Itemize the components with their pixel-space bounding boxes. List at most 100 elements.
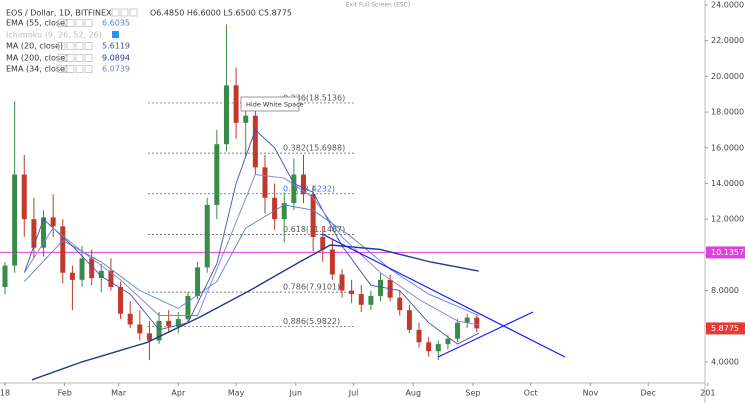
legend-value: 6.6035 — [102, 19, 130, 28]
candle-body — [464, 317, 470, 323]
candle-body — [397, 297, 403, 311]
candle-body — [455, 322, 461, 339]
fib-label: 0.786(7.9101) — [283, 283, 340, 292]
legend-icon — [84, 54, 93, 62]
legend: Ichimoku (9, 26, 52, 26) EMA (55, close) 6… — [6, 19, 130, 74]
price-tag — [706, 246, 745, 259]
legend-icon — [75, 65, 84, 73]
candle-body — [89, 258, 95, 279]
candle-body — [185, 295, 191, 320]
fib-label: 0.382(15.6988) — [283, 144, 345, 153]
candle-body — [31, 219, 37, 248]
legend-icon — [66, 42, 75, 50]
candle-body — [108, 270, 114, 287]
x-tick-label: Sep — [465, 389, 480, 398]
legend-icon — [66, 19, 75, 27]
candle-body — [175, 319, 181, 327]
candle-body — [426, 342, 432, 352]
y-tick-label: 24.0000 — [711, 0, 744, 9]
candle-body — [12, 174, 18, 266]
legend-icon — [84, 65, 93, 73]
candle-body — [69, 272, 75, 280]
candle-body — [195, 267, 201, 296]
candle-body — [320, 237, 326, 250]
title-icons — [111, 8, 138, 17]
candle-body — [50, 217, 56, 227]
candle-body — [416, 329, 422, 343]
candle-body — [79, 258, 85, 280]
candle-body — [127, 313, 133, 325]
fib-label: 0.886(5.9822) — [283, 317, 340, 326]
legend-label: EMA (55, close) — [6, 19, 68, 28]
x-tick-label: Aug — [405, 389, 421, 398]
trend-line — [321, 233, 566, 358]
legend-icon — [57, 54, 66, 62]
legend-icon — [57, 19, 66, 27]
x-tick-label: May — [228, 389, 245, 398]
candle-body — [339, 274, 345, 291]
y-tick-label: 12.0000 — [711, 215, 744, 224]
candle-body — [378, 279, 384, 296]
legend-value: 9.0894 — [102, 54, 130, 63]
indicator-line — [31, 244, 479, 381]
candle-body — [118, 286, 124, 314]
candle-body — [435, 344, 441, 352]
x-tick-label: Jun — [289, 389, 303, 398]
candle-body — [156, 320, 162, 341]
y-tick-label: 22.0000 — [711, 36, 744, 45]
y-tick-label: 16.0000 — [711, 143, 744, 152]
tooltip-text[interactable]: Hide White Space — [246, 101, 304, 109]
ohlc-label: O6.4850 H6.6000 L5.6500 C5.8775 — [150, 9, 292, 18]
plot-area: 0.236(18.5136) 0.382(15.6988) 0.5(13.4232)… — [0, 24, 705, 381]
candle-body — [166, 320, 172, 327]
x-tick-label: Oct — [524, 389, 538, 398]
x-tick-label: Mar — [111, 389, 127, 398]
x-tick-label: Nov — [583, 389, 599, 398]
candle-body — [291, 174, 297, 204]
candle-body — [60, 226, 66, 273]
x-tick-label: 18 — [0, 389, 10, 398]
tooltip: Hide White Space — [240, 96, 304, 112]
candle-body — [368, 295, 374, 305]
legend-icon — [75, 42, 84, 50]
x-tick-label: Jul — [348, 389, 359, 398]
exit-full-screen[interactable]: Exit Full Screen (ESC) — [346, 2, 410, 9]
legend-value: 6.0739 — [102, 65, 130, 74]
y-tick-label: 20.0000 — [711, 72, 744, 81]
fib-label: 0.5(13.4232) — [283, 184, 335, 193]
legend-label: Ichimoku (9, 26, 52, 26) — [6, 31, 102, 40]
legend-icon — [57, 42, 66, 50]
legend-label: MA (200, close) — [6, 54, 68, 63]
legend-icon — [57, 65, 66, 73]
legend-icon — [66, 65, 75, 73]
legend-value: 5.6119 — [102, 42, 130, 51]
candle-body — [329, 249, 335, 275]
legend-icon — [84, 19, 93, 27]
indicator-line — [23, 129, 479, 345]
y-tick-label: 8.0000 — [711, 286, 739, 295]
price-tag-label: 5.8775 — [711, 324, 739, 333]
trend-line — [437, 311, 534, 358]
y-tick-label: 18.0000 — [711, 108, 744, 117]
legend-icon — [112, 31, 119, 38]
candle-body — [252, 115, 258, 168]
candle-body — [349, 290, 355, 295]
x-tick-label: 201 — [700, 389, 715, 398]
y-tick-label: 14.0000 — [711, 179, 744, 188]
candle-body — [262, 167, 268, 198]
chart-title: EOS / Dollar, 1D, BITFINEX — [6, 9, 112, 18]
candle-body — [474, 317, 480, 329]
candle-body — [272, 197, 278, 220]
x-tick-label: Apr — [171, 389, 186, 398]
legend-icon — [75, 54, 84, 62]
candle-body — [21, 174, 27, 220]
candle-body — [358, 294, 364, 305]
indicator-line — [23, 174, 479, 326]
fib-label: 0.236(18.5136) — [283, 93, 345, 102]
legend-icon — [75, 19, 84, 27]
price-tag — [706, 322, 745, 335]
price-tag-label: 10.1357 — [711, 248, 744, 257]
candle-body — [406, 310, 412, 330]
